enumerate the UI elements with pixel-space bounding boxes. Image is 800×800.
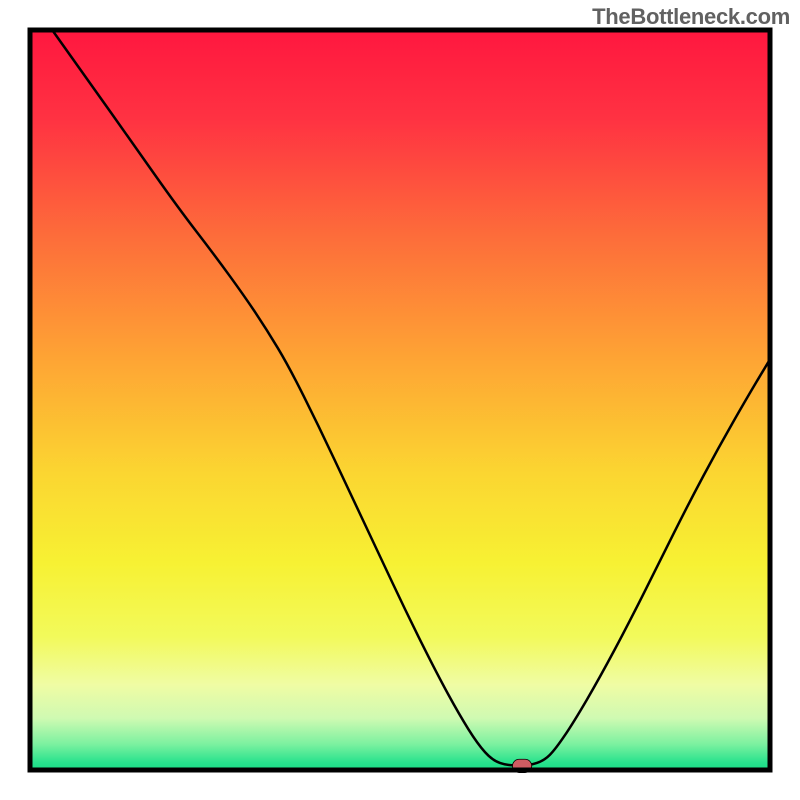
bottleneck-chart — [0, 0, 800, 800]
watermark-text: TheBottleneck.com — [592, 4, 790, 30]
plot-background — [30, 30, 770, 770]
chart-container: TheBottleneck.com — [0, 0, 800, 800]
